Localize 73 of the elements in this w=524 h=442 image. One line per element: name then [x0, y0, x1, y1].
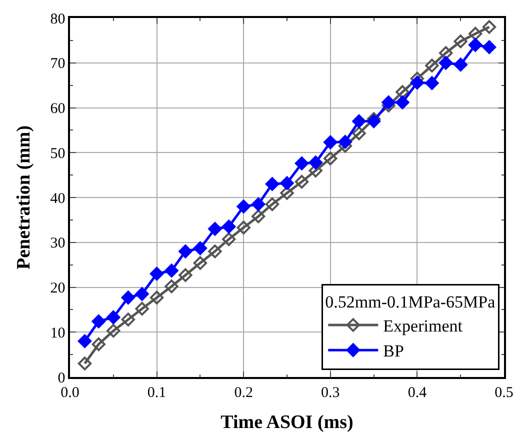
point — [294, 156, 309, 170]
x-tick-label: 0.2 — [234, 384, 253, 401]
point — [236, 200, 250, 214]
y-tick-label: 50 — [50, 146, 66, 162]
y-axis-title: Penetration (mm) — [14, 125, 35, 270]
point — [252, 197, 266, 212]
point — [265, 197, 280, 212]
point — [280, 176, 294, 190]
point — [135, 302, 149, 316]
legend-label: BP — [383, 342, 404, 361]
point — [236, 220, 250, 234]
point — [135, 287, 149, 301]
point — [366, 114, 381, 128]
y-tick-label: 0 — [58, 370, 66, 386]
point — [352, 126, 366, 140]
point — [178, 268, 192, 282]
point — [208, 222, 222, 236]
y-tick-label: 60 — [50, 101, 66, 117]
point — [454, 34, 468, 48]
point — [468, 38, 482, 52]
x-axis-title: Time ASOI (ms) — [220, 412, 354, 434]
point — [208, 244, 222, 258]
point — [468, 26, 482, 41]
point — [106, 324, 120, 338]
point — [280, 186, 294, 200]
point — [425, 58, 439, 72]
point — [121, 290, 136, 304]
point — [265, 177, 280, 191]
y-tick-label: 10 — [50, 325, 66, 342]
point — [324, 135, 338, 150]
point — [338, 135, 352, 149]
point — [222, 220, 236, 234]
x-tick-label: 0.0 — [60, 384, 80, 401]
point — [106, 310, 120, 324]
point — [425, 76, 439, 90]
point — [482, 40, 496, 54]
legend-title: 0.52mm-0.1MPa-65MPa — [325, 292, 496, 312]
point — [438, 56, 453, 70]
point — [92, 314, 106, 328]
point — [150, 290, 164, 304]
y-tick-label: 20 — [50, 280, 66, 296]
point — [410, 76, 424, 90]
point — [121, 312, 136, 326]
point — [78, 334, 92, 348]
y-tick-label: 70 — [50, 56, 66, 72]
x-tick-label: 0.5 — [494, 384, 514, 401]
x-tick-label: 0.1 — [147, 384, 166, 401]
x-tick-label: 0.3 — [321, 384, 340, 401]
point — [164, 264, 178, 278]
point — [252, 210, 266, 224]
point — [352, 114, 366, 128]
point — [222, 232, 236, 246]
point — [92, 337, 106, 352]
point — [178, 244, 192, 258]
y-tick-label: 40 — [50, 190, 66, 207]
point — [294, 174, 309, 189]
point — [150, 266, 164, 281]
x-tick-label: 0.4 — [408, 384, 428, 401]
y-tick-label: 30 — [50, 236, 66, 252]
point — [396, 96, 410, 110]
point — [193, 256, 208, 270]
point — [482, 20, 496, 34]
point — [78, 356, 92, 370]
point — [193, 241, 208, 256]
point — [382, 96, 396, 110]
point — [164, 280, 178, 294]
y-tick-label: 80 — [50, 11, 66, 28]
point — [308, 156, 322, 170]
point — [454, 58, 468, 72]
legend-label: Experiment — [383, 316, 463, 336]
point — [324, 152, 338, 166]
point — [396, 85, 410, 99]
point — [438, 46, 453, 60]
